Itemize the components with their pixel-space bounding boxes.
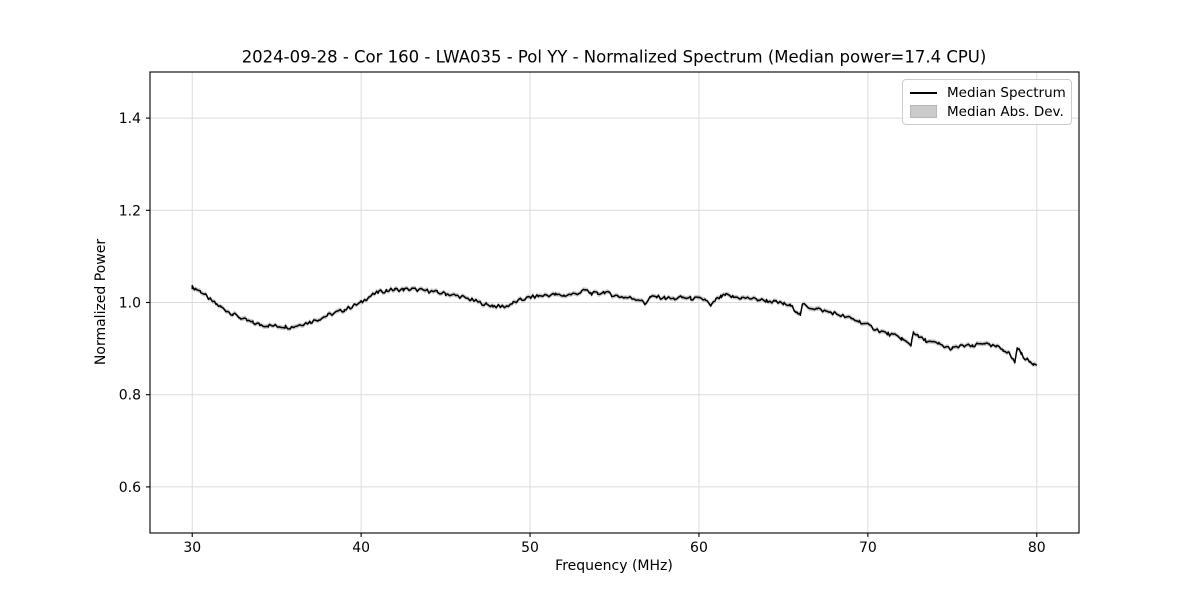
- legend-entry-median-spectrum: Median Spectrum: [910, 83, 1071, 102]
- legend-entry-label: Median Spectrum: [947, 84, 1066, 101]
- grid-lines: [150, 72, 1079, 533]
- svg-text:70: 70: [859, 540, 877, 556]
- legend-patch-swatch-icon: [910, 105, 937, 118]
- svg-text:1.2: 1.2: [119, 203, 141, 219]
- axis-tick-labels: 30 40 50 60 70 80 0.6 0.8 1.0 1.2 1.4: [119, 111, 1046, 556]
- svg-text:60: 60: [690, 540, 708, 556]
- svg-text:30: 30: [183, 540, 201, 556]
- svg-text:80: 80: [1028, 540, 1046, 556]
- svg-text:1.0: 1.0: [119, 296, 141, 312]
- svg-text:0.6: 0.6: [119, 480, 141, 496]
- axis-tick-marks: [146, 117, 1038, 537]
- legend-line-swatch-icon: [910, 91, 937, 94]
- x-axis-label: Frequency (MHz): [555, 558, 673, 574]
- legend: Median Spectrum Median Abs. Dev.: [902, 79, 1072, 125]
- median-spectrum-line: [191, 284, 1038, 367]
- legend-entry-label: Median Abs. Dev.: [947, 103, 1064, 120]
- svg-text:40: 40: [352, 540, 370, 556]
- svg-text:50: 50: [521, 540, 539, 556]
- svg-text:1.4: 1.4: [119, 111, 141, 127]
- chart-title: 2024-09-28 - Cor 160 - LWA035 - Pol YY -…: [241, 47, 987, 67]
- svg-text:0.8: 0.8: [119, 388, 141, 404]
- axes-border: [149, 71, 1080, 534]
- legend-entry-median-abs-dev: Median Abs. Dev.: [910, 102, 1071, 121]
- y-axis-label: Normalized Power: [93, 238, 109, 366]
